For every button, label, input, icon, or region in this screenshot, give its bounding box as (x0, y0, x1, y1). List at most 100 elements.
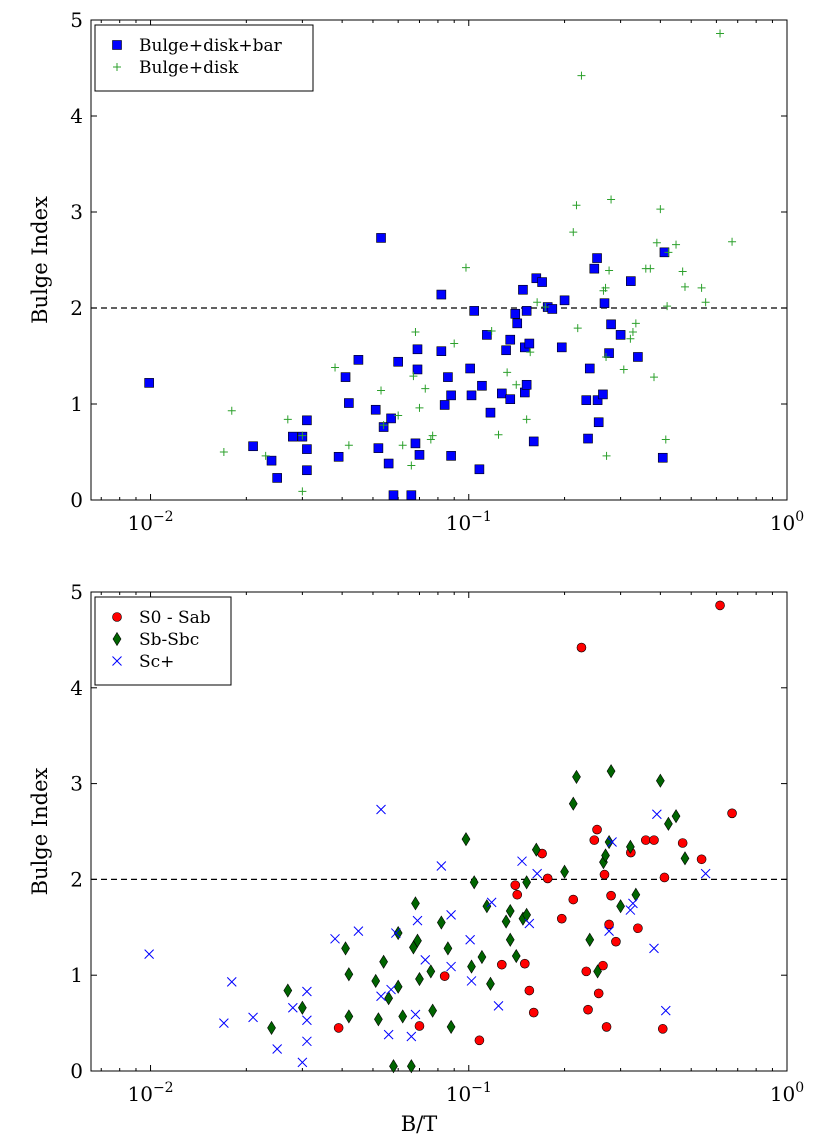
data-point (420, 955, 431, 965)
data-point (626, 276, 636, 286)
data-point (398, 441, 407, 450)
data-point (482, 899, 492, 914)
data-point (520, 958, 530, 969)
y-tick-label: 3 (70, 200, 83, 224)
data-point (446, 390, 456, 401)
data-point (619, 365, 628, 374)
data-point (436, 915, 446, 930)
data-point (626, 334, 635, 343)
data-point (412, 364, 423, 375)
data-point (522, 875, 531, 890)
data-point (297, 1057, 308, 1068)
legend-label: Bulge+disk (139, 58, 239, 78)
data-point (633, 352, 643, 362)
data-point (436, 289, 447, 300)
data-point (272, 473, 282, 483)
data-point (616, 899, 625, 914)
data-point (388, 490, 399, 501)
data-point (556, 342, 567, 353)
data-point (524, 338, 535, 349)
data-point (631, 319, 640, 328)
data-point (606, 764, 616, 779)
data-point (649, 373, 658, 382)
data-point (505, 394, 516, 405)
data-point (641, 835, 651, 845)
data-point (678, 267, 687, 276)
data-point (376, 991, 386, 1002)
data-point (592, 253, 602, 263)
data-point (331, 363, 340, 372)
data-point (373, 443, 384, 453)
data-point (386, 984, 396, 995)
data-point (226, 977, 237, 987)
data-point (547, 304, 558, 314)
data-point (485, 407, 496, 418)
data-point (421, 384, 430, 393)
data-point (298, 431, 307, 440)
data-point (407, 461, 416, 470)
data-point (436, 346, 447, 357)
y-tick-label: 2 (70, 867, 83, 891)
y-tick-label: 2 (70, 296, 83, 320)
data-point (628, 328, 637, 336)
data-point (450, 339, 459, 348)
data-point (700, 868, 711, 879)
data-point (302, 465, 312, 476)
data-point (390, 928, 401, 938)
series-sb-sbc (267, 764, 690, 1074)
x-tick-label: 100 (770, 1080, 804, 1106)
data-point (633, 923, 643, 934)
legend-marker (113, 63, 121, 71)
legend-label: Bulge+disk+bar (139, 36, 283, 56)
data-point (446, 451, 456, 461)
data-point (605, 266, 614, 275)
data-point (556, 913, 567, 924)
data-point (656, 205, 665, 214)
data-point (584, 363, 595, 374)
data-point (461, 263, 470, 272)
data-point (569, 228, 578, 237)
data-point (501, 345, 511, 356)
data-point (696, 854, 707, 865)
data-point (383, 458, 394, 469)
data-point (374, 1012, 383, 1027)
data-point (393, 356, 403, 367)
series-sc- (144, 804, 711, 1068)
data-point (505, 334, 516, 345)
data-point (572, 769, 581, 784)
data-point (227, 406, 236, 415)
data-point (512, 318, 523, 329)
data-point (601, 1022, 612, 1032)
data-point (615, 330, 626, 340)
data-point (344, 398, 354, 408)
data-point (340, 372, 351, 382)
y-tick-label: 1 (70, 963, 83, 987)
y-tick-label: 4 (70, 676, 83, 700)
data-point (680, 282, 689, 291)
data-point (409, 372, 418, 381)
data-point (411, 896, 420, 911)
data-point (501, 914, 511, 929)
data-point (144, 949, 155, 959)
data-point (592, 395, 603, 405)
data-point (611, 936, 621, 947)
plot-frame (90, 591, 788, 1072)
data-point (606, 319, 616, 330)
data-point (542, 873, 553, 884)
data-point (593, 964, 602, 979)
data-point (528, 436, 539, 447)
data-point (659, 872, 670, 883)
data-point (607, 195, 616, 204)
data-point (426, 964, 436, 979)
data-point (512, 380, 521, 389)
data-point (469, 875, 479, 890)
data-point (261, 451, 270, 460)
data-point (521, 306, 532, 316)
data-point (266, 455, 277, 466)
data-point (524, 918, 535, 929)
data-point (602, 352, 611, 361)
data-point (333, 1023, 344, 1033)
data-point (436, 861, 447, 871)
